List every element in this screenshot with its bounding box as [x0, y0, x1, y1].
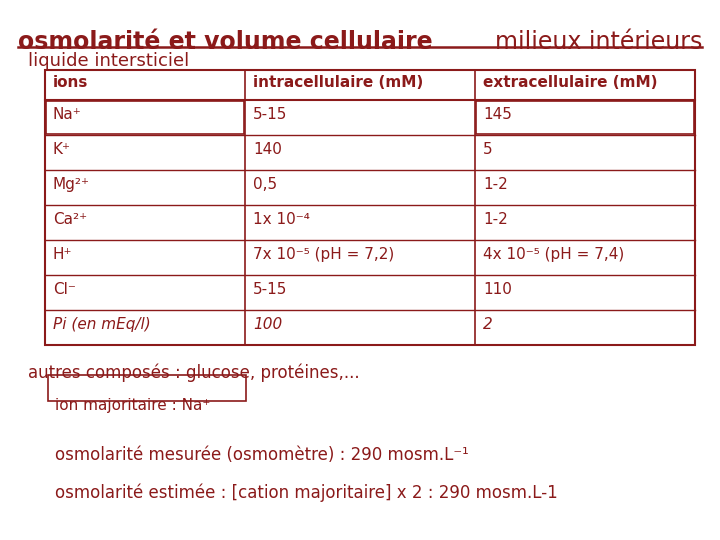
Text: 100: 100: [253, 317, 282, 332]
Text: K⁺: K⁺: [53, 142, 71, 157]
Text: 0,5: 0,5: [253, 177, 277, 192]
Text: milieux intérieurs: milieux intérieurs: [495, 30, 702, 54]
Text: H⁺: H⁺: [53, 247, 73, 262]
Text: 4x 10⁻⁵ (pH = 7,4): 4x 10⁻⁵ (pH = 7,4): [483, 247, 624, 262]
Text: osmolarité mesurée (osmomètre) : 290 mosm.L⁻¹: osmolarité mesurée (osmomètre) : 290 mos…: [55, 446, 469, 464]
Text: 145: 145: [483, 107, 512, 122]
Bar: [45, 70, 695, 345]
Text: Na⁺: Na⁺: [53, 107, 82, 122]
Text: 7x 10⁻⁵ (pH = 7,2): 7x 10⁻⁵ (pH = 7,2): [253, 247, 395, 262]
Text: 110: 110: [483, 282, 512, 297]
Bar: [476, 101, 694, 134]
Text: 2: 2: [483, 317, 492, 332]
Text: extracellulaire (mM): extracellulaire (mM): [483, 75, 657, 90]
Text: ions: ions: [53, 75, 89, 90]
Text: osmolarité et volume cellulaire: osmolarité et volume cellulaire: [18, 30, 433, 54]
Text: intracellulaire (mM): intracellulaire (mM): [253, 75, 423, 90]
Text: 5: 5: [483, 142, 492, 157]
Bar: [48, 375, 246, 401]
Bar: [46, 101, 244, 134]
Text: Ca²⁺: Ca²⁺: [53, 212, 87, 227]
Text: 1-2: 1-2: [483, 177, 508, 192]
Text: Mg²⁺: Mg²⁺: [53, 177, 90, 192]
Text: 5-15: 5-15: [253, 107, 287, 122]
Text: 140: 140: [253, 142, 282, 157]
Text: 1-2: 1-2: [483, 212, 508, 227]
Text: liquide intersticiel: liquide intersticiel: [28, 52, 189, 70]
Text: ion majoritaire : Na⁺: ion majoritaire : Na⁺: [55, 398, 210, 413]
Text: Cl⁻: Cl⁻: [53, 282, 76, 297]
Text: 5-15: 5-15: [253, 282, 287, 297]
Text: osmolarité estimée : [cation majoritaire] x 2 : 290 mosm.L-1: osmolarité estimée : [cation majoritaire…: [55, 484, 558, 503]
Text: 1x 10⁻⁴: 1x 10⁻⁴: [253, 212, 310, 227]
Text: Pi (en mEq/l): Pi (en mEq/l): [53, 317, 150, 332]
Text: autres composés : glucose, protéines,...: autres composés : glucose, protéines,...: [28, 363, 359, 381]
